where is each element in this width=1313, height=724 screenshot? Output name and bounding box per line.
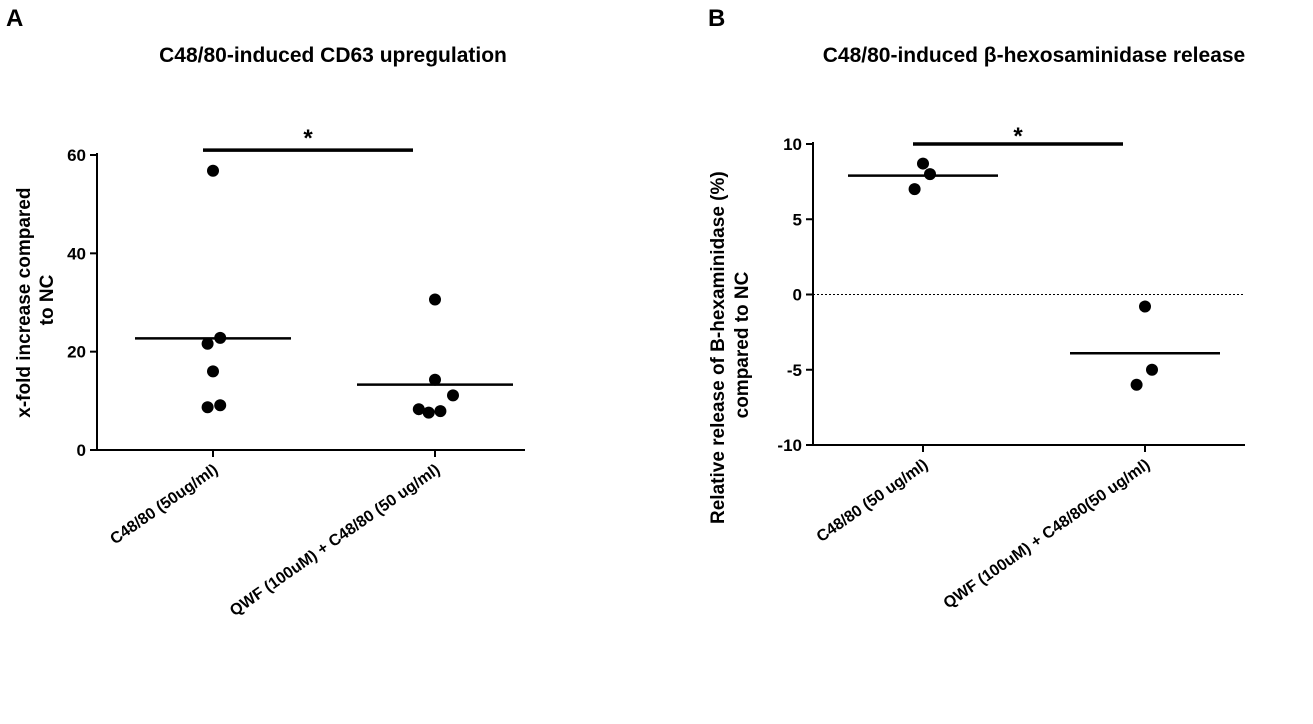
panel-a-data-point [434,405,447,418]
panel-a-data-point [429,293,441,306]
panel-b-data-point [1146,363,1158,376]
panel-a-letter: A [6,5,23,32]
panel-b-data-point [924,168,936,181]
panel-a-data-point [422,406,435,419]
panel-a-data-point [201,337,214,350]
panel-b-y-tick-label: 0 [793,286,802,305]
panel-a-title: C48/80-induced CD63 upregulation [159,44,507,67]
panel-b-data-point [917,157,929,170]
panel-a-data-point [429,373,441,386]
panel-a-y-tick-label: 40 [67,244,86,263]
panel-a-y-tick-label: 0 [77,441,86,460]
panel-b-y-tick-label: 5 [793,210,802,229]
panel-b-y-tick-label: 10 [783,135,802,154]
panel-a-category-label: QWF (100uM) + C48/80 (50 ug/ml) [227,461,443,620]
panel-b-title: C48/80-induced β-hexosaminidase release [823,44,1246,67]
panel-a-ylabel-line-2: to NC [37,274,58,325]
panel-a-ylabel-line-1: x-fold increase compared [14,188,35,418]
panel-a-ylabel: x-fold increase compared to NC [14,182,58,417]
panel-b-y-tick-label: -5 [787,361,802,380]
panel-b-data-point [1139,300,1151,313]
panel-b-data-point [908,183,921,196]
panel-b-significance-star: * [1013,123,1023,150]
panel-b-category-label: C48/80 (50 ug/ml) [814,456,932,545]
panel-a-significance-star: * [303,125,313,152]
panel-b: B C48/80-induced β-hexosaminidase releas… [708,5,1245,612]
panel-a-y-tick-label: 20 [67,343,86,362]
panel-a-data-point [412,403,425,416]
panel-b-category-label: QWF (100uM) + C48/80(50 ug/ml) [941,456,1154,612]
panel-b-ylabel-line-2: compared to NC [732,271,753,418]
panel-b-ylabel-line-1: Relative release of B-hexaminidase (%) [708,171,729,524]
panel-a-data-point [201,401,214,414]
panel-a-data-point [214,399,227,412]
panel-a-y-tick-label: 60 [67,146,86,165]
panel-a-category-label: C48/80 (50ug/ml) [107,461,221,548]
panel-b-data-point [1130,378,1143,391]
panel-a: A C48/80-induced CD63 upregulation x-fol… [6,5,525,620]
panel-a-data-point [447,389,459,402]
panel-a-data-point [207,365,219,378]
panel-b-y-tick-label: -10 [777,436,802,455]
panel-b-letter: B [708,5,725,32]
panel-b-ylabel: Relative release of B-hexaminidase (%) c… [708,166,753,524]
panel-a-data-point [207,164,219,177]
